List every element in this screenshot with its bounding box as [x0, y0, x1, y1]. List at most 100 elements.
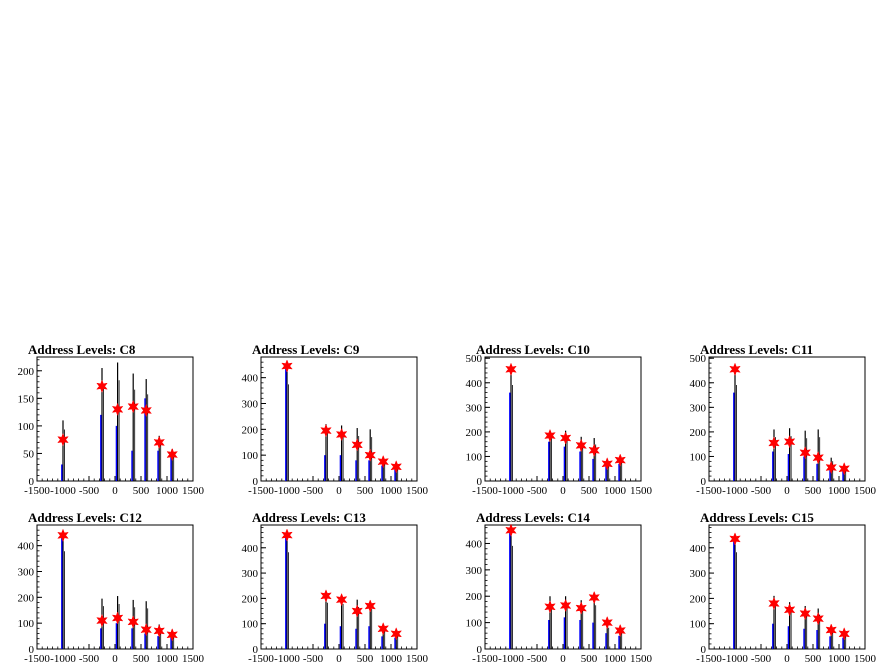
peak-marker [588, 590, 600, 605]
peak-marker [364, 448, 376, 462]
peak-marker [335, 427, 348, 442]
x-tick-label: 1500 [406, 653, 429, 665]
x-tick-label: 0 [336, 485, 342, 497]
peak-marker [614, 623, 626, 638]
x-tick-label: 1000 [604, 653, 627, 665]
y-tick-label: 500 [690, 353, 707, 365]
y-tick-label: 100 [466, 618, 483, 630]
histogram-panel: Address Levels: C13 0 100 200 300 400 -1500 -10… [242, 510, 429, 665]
x-tick-label: 500 [357, 653, 374, 665]
y-tick-label: 0 [701, 476, 707, 488]
x-tick-label: 1500 [182, 653, 205, 665]
peak-marker [768, 596, 780, 611]
x-tick-label: -1000 [498, 653, 524, 665]
y-tick-label: 0 [253, 644, 259, 656]
y-tick-label: 500 [466, 353, 483, 365]
y-tick-label: 100 [690, 451, 707, 463]
x-tick-label: 1500 [406, 485, 429, 497]
peak-marker [575, 601, 587, 615]
y-tick-label: 200 [18, 592, 35, 604]
x-tick-label: -500 [751, 653, 772, 665]
peak-marker [320, 589, 332, 603]
x-tick-label: -1500 [472, 653, 498, 665]
x-tick-label: -1500 [24, 485, 50, 497]
x-tick-label: -1500 [696, 485, 722, 497]
peak-marker [111, 611, 124, 625]
x-tick-label: 500 [133, 485, 150, 497]
x-tick-label: 1000 [156, 653, 179, 665]
y-tick-label: 0 [29, 476, 35, 488]
panel-title: Address Levels: C13 [252, 510, 366, 525]
peak-marker [812, 450, 824, 465]
peak-marker [127, 615, 139, 629]
histogram-panel: Address Levels: C10 0 100 200 300 400 500 -1500… [466, 342, 653, 497]
y-tick-label: 150 [18, 393, 35, 405]
y-tick-label: 300 [242, 399, 259, 411]
plot-frame [708, 356, 866, 482]
y-tick-label: 400 [18, 541, 35, 553]
peak-marker [153, 624, 165, 638]
peak-marker [768, 436, 780, 450]
peak-marker [544, 428, 556, 443]
x-tick-label: 500 [805, 653, 822, 665]
peak-marker [505, 523, 517, 537]
peak-marker [377, 622, 389, 636]
panel-title: Address Levels: C10 [476, 342, 590, 357]
peak-marker [838, 462, 850, 476]
x-tick-label: 1500 [854, 653, 877, 665]
peak-marker [544, 600, 556, 614]
x-tick-label: 500 [581, 485, 598, 497]
y-tick-label: 300 [690, 568, 707, 580]
y-tick-label: 100 [18, 618, 35, 630]
y-tick-label: 0 [701, 644, 707, 656]
x-tick-label: -1000 [274, 653, 300, 665]
x-tick-label: -500 [527, 653, 548, 665]
peak-marker [588, 443, 600, 457]
x-tick-label: -1000 [274, 485, 300, 497]
y-tick-label: 400 [242, 373, 259, 385]
y-tick-label: 300 [466, 565, 483, 577]
peak-marker [281, 528, 293, 542]
x-tick-label: 0 [112, 485, 118, 497]
y-tick-label: 200 [690, 593, 707, 605]
peak-marker [559, 598, 572, 613]
y-tick-label: 300 [466, 402, 483, 414]
x-tick-label: -1500 [24, 653, 50, 665]
panel-title: Address Levels: C12 [28, 510, 142, 525]
y-tick-label: 200 [466, 427, 483, 439]
peak-marker [96, 613, 108, 628]
x-tick-label: 1000 [828, 485, 851, 497]
peak-marker [140, 622, 152, 637]
histogram-panel: Address Levels: C14 0 100 200 300 400 -1500 -10… [466, 510, 653, 665]
x-tick-label: -500 [79, 653, 100, 665]
peak-marker [783, 435, 796, 449]
peak-marker [799, 446, 811, 460]
peak-marker [812, 611, 824, 626]
y-tick-label: 100 [18, 421, 35, 433]
y-tick-label: 100 [466, 451, 483, 463]
x-tick-label: 1500 [630, 653, 653, 665]
peak-marker [335, 592, 348, 607]
x-tick-label: -1500 [248, 653, 274, 665]
y-tick-label: 100 [242, 450, 259, 462]
x-tick-label: 1500 [630, 485, 653, 497]
y-tick-label: 400 [466, 378, 483, 390]
x-tick-label: 0 [784, 485, 790, 497]
peak-marker [153, 435, 165, 450]
peak-marker [111, 402, 124, 417]
y-tick-label: 400 [690, 543, 707, 555]
x-tick-label: 1000 [380, 653, 403, 665]
x-tick-label: 0 [560, 653, 566, 665]
y-tick-label: 0 [477, 476, 483, 488]
x-tick-label: 1000 [380, 485, 403, 497]
peak-marker [351, 438, 363, 452]
histogram-panel: Address Levels: C8 0 50 100 150 200 -1500 -1000… [18, 342, 205, 497]
panel-title: Address Levels: C8 [28, 342, 136, 357]
x-tick-label: -1500 [696, 653, 722, 665]
y-tick-label: 0 [253, 476, 259, 488]
panel-title: Address Levels: C14 [476, 510, 590, 525]
x-tick-label: -500 [527, 485, 548, 497]
y-tick-label: 100 [242, 619, 259, 631]
peak-marker [166, 628, 178, 642]
x-tick-label: 500 [133, 653, 150, 665]
